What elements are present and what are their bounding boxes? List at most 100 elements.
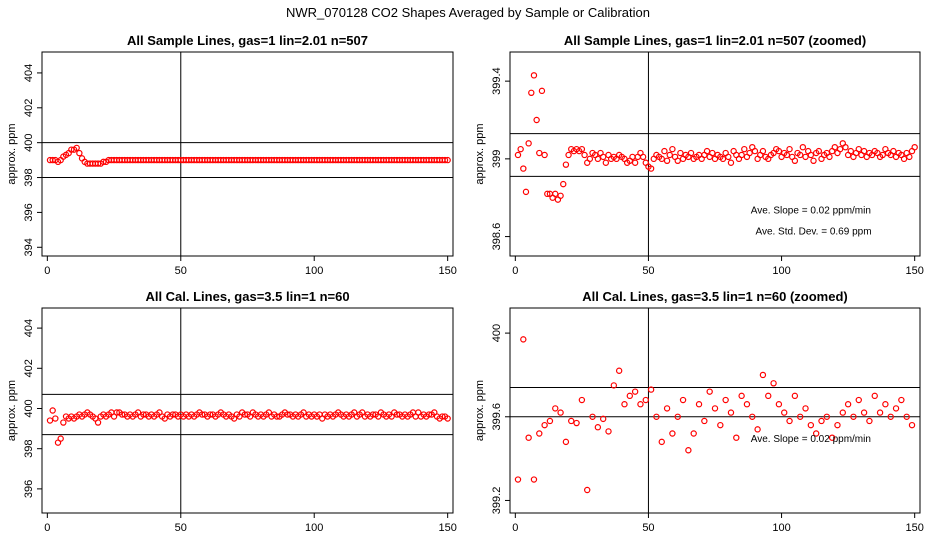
data-point bbox=[711, 405, 719, 412]
series-points bbox=[514, 336, 916, 494]
data-point bbox=[719, 155, 727, 163]
data-point bbox=[666, 151, 673, 159]
y-tick-label: 402 bbox=[23, 359, 35, 377]
data-point bbox=[94, 160, 102, 167]
data-point bbox=[900, 155, 908, 163]
data-point bbox=[810, 157, 817, 164]
data-point bbox=[425, 411, 433, 418]
data-point bbox=[514, 151, 522, 159]
x-tick-label: 50 bbox=[175, 522, 187, 534]
x-tick-label: 150 bbox=[905, 265, 923, 277]
data-point bbox=[866, 417, 873, 425]
data-point bbox=[584, 486, 591, 494]
data-point bbox=[746, 149, 753, 157]
x-tick-label: 150 bbox=[905, 522, 923, 534]
data-point bbox=[717, 421, 724, 429]
data-point bbox=[541, 151, 548, 159]
data-point bbox=[599, 153, 607, 161]
x-tick-label: 0 bbox=[512, 522, 518, 534]
data-point bbox=[882, 401, 889, 408]
data-point bbox=[536, 149, 543, 157]
data-point bbox=[393, 411, 401, 418]
plot-frame bbox=[509, 51, 921, 257]
data-point bbox=[557, 192, 564, 199]
data-point bbox=[578, 396, 586, 404]
data-point bbox=[674, 413, 681, 420]
data-point bbox=[444, 415, 451, 422]
data-point bbox=[73, 144, 80, 152]
data-point bbox=[812, 430, 820, 437]
y-tick-label: 394 bbox=[23, 238, 35, 256]
y-tick-label: 404 bbox=[23, 64, 35, 82]
data-point bbox=[770, 380, 777, 387]
data-point bbox=[847, 147, 854, 155]
data-point bbox=[834, 421, 841, 429]
data-point bbox=[610, 382, 618, 389]
data-point bbox=[589, 413, 596, 420]
data-point bbox=[669, 430, 676, 437]
data-point bbox=[658, 155, 665, 163]
data-point bbox=[615, 367, 623, 374]
data-point bbox=[796, 413, 804, 420]
chart-annotation: Ave. Std. Dev. = 0.69 ppm bbox=[755, 227, 871, 238]
y-tick-label: 399.2 bbox=[491, 487, 503, 515]
y-tick-label: 396 bbox=[23, 480, 35, 498]
data-point bbox=[663, 157, 671, 164]
data-point bbox=[206, 411, 214, 418]
data-point bbox=[663, 405, 671, 412]
data-point bbox=[658, 438, 665, 446]
x-tick-label: 100 bbox=[772, 522, 790, 534]
data-point bbox=[284, 411, 291, 418]
chart-title: All Cal. Lines, gas=3.5 lin=1 n=60 (zoom… bbox=[582, 289, 848, 304]
y-axis-label: approx. ppm bbox=[6, 123, 18, 184]
data-point bbox=[701, 417, 708, 425]
x-tick-label: 150 bbox=[438, 265, 456, 277]
data-point bbox=[581, 151, 588, 159]
data-point bbox=[49, 407, 56, 414]
x-tick-label: 50 bbox=[642, 522, 654, 534]
data-point bbox=[890, 147, 897, 155]
data-point bbox=[844, 401, 852, 408]
y-tick-label: 400 bbox=[491, 324, 503, 342]
data-point bbox=[626, 392, 634, 400]
chart-annotation: Ave. Slope = 0.02 ppm/min bbox=[751, 205, 871, 216]
data-point bbox=[807, 151, 815, 159]
x-tick-label: 50 bbox=[642, 265, 654, 277]
data-point bbox=[674, 157, 681, 164]
data-point bbox=[552, 190, 559, 198]
plot-frame bbox=[41, 51, 454, 257]
data-point bbox=[621, 401, 628, 408]
data-point bbox=[786, 417, 793, 425]
data-point bbox=[855, 396, 862, 404]
data-point bbox=[727, 409, 735, 416]
data-point bbox=[759, 147, 767, 155]
data-point bbox=[749, 413, 756, 420]
data-point bbox=[546, 417, 554, 425]
data-point bbox=[631, 159, 639, 166]
data-point bbox=[695, 401, 703, 408]
chart-3: All Cal. Lines, gas=3.5 lin=1 n=60 0 50 100… bbox=[6, 289, 457, 534]
data-point bbox=[653, 413, 660, 420]
data-point bbox=[799, 143, 807, 151]
data-point bbox=[541, 421, 548, 429]
data-point bbox=[828, 434, 836, 441]
data-point bbox=[530, 72, 538, 79]
data-point bbox=[629, 153, 636, 161]
data-point bbox=[444, 156, 451, 164]
data-point bbox=[823, 413, 831, 420]
y-tick-label: 404 bbox=[23, 319, 35, 337]
data-point bbox=[562, 161, 570, 168]
data-point bbox=[661, 147, 668, 155]
data-point bbox=[887, 413, 894, 420]
y-tick-label: 400 bbox=[23, 133, 35, 151]
data-point bbox=[439, 413, 446, 420]
data-point bbox=[781, 409, 788, 416]
data-point bbox=[60, 419, 67, 426]
data-point bbox=[602, 159, 610, 166]
data-point bbox=[898, 396, 905, 404]
data-point bbox=[807, 421, 815, 429]
data-point bbox=[594, 424, 602, 431]
data-point bbox=[738, 392, 745, 400]
data-point bbox=[892, 405, 900, 412]
data-point bbox=[544, 190, 551, 198]
